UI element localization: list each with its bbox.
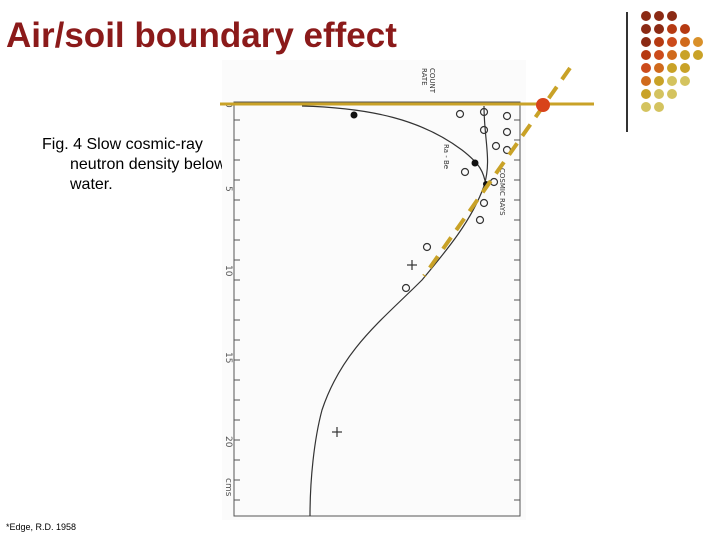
- depth-tick-label: 0: [223, 102, 233, 108]
- palette-dot: [654, 76, 664, 86]
- scanned-figure: 0 5 10 15 20 cms COUNT RATE Ra - Be COSM…: [222, 60, 526, 520]
- palette-dot: [680, 76, 690, 86]
- palette-dot: [667, 37, 677, 47]
- palette-dot: [693, 50, 703, 60]
- palette-dot: [667, 50, 677, 60]
- decorative-dot-grid: [641, 11, 703, 112]
- filled-point: [483, 181, 489, 187]
- palette-dot: [654, 63, 664, 73]
- figure-caption: Fig. 4 Slow cosmic-ray neutron density b…: [42, 136, 226, 193]
- slide-title: Air/soil boundary effect: [6, 16, 397, 55]
- plot-frame: [233, 101, 521, 517]
- ra-be-label: Ra - Be: [442, 144, 450, 169]
- depth-tick-label: 15: [223, 352, 233, 363]
- palette-dot: [654, 102, 664, 112]
- palette-dot: [641, 63, 651, 73]
- cosmic-rays-label: COSMIC RAYS: [498, 168, 506, 216]
- units-label: cms: [223, 478, 233, 497]
- count-label: COUNT: [428, 68, 436, 94]
- palette-dot: [641, 102, 651, 112]
- palette-dot: [667, 63, 677, 73]
- palette-dot: [654, 37, 664, 47]
- depth-tick-label: 10: [223, 265, 233, 277]
- palette-dot: [654, 11, 664, 21]
- palette-dot: [693, 37, 703, 47]
- palette-dot: [680, 63, 690, 73]
- open-point: [401, 283, 411, 293]
- palette-dot: [641, 37, 651, 47]
- filled-point: [471, 159, 479, 167]
- palette-dot: [654, 24, 664, 34]
- palette-dot: [680, 24, 690, 34]
- citation-footnote: *Edge, R.D. 1958: [6, 522, 77, 532]
- depth-tick-label: 5: [223, 186, 233, 192]
- vertical-separator: [626, 12, 628, 132]
- palette-dot: [641, 76, 651, 86]
- palette-dot: [667, 11, 677, 21]
- depth-tick-label: 20: [223, 436, 233, 448]
- palette-dot: [641, 89, 651, 99]
- palette-dot: [680, 50, 690, 60]
- palette-dot: [667, 76, 677, 86]
- palette-dot: [667, 89, 677, 99]
- boundary-marker-dot: [536, 98, 550, 112]
- left-ticks: [234, 119, 240, 501]
- palette-dot: [680, 37, 690, 47]
- palette-dot: [667, 24, 677, 34]
- palette-dot: [654, 89, 664, 99]
- palette-dot: [641, 11, 651, 21]
- filled-point: [350, 111, 358, 119]
- rate-label: RATE: [420, 68, 428, 86]
- palette-dot: [641, 50, 651, 60]
- palette-dot: [641, 24, 651, 34]
- palette-dot: [654, 50, 664, 60]
